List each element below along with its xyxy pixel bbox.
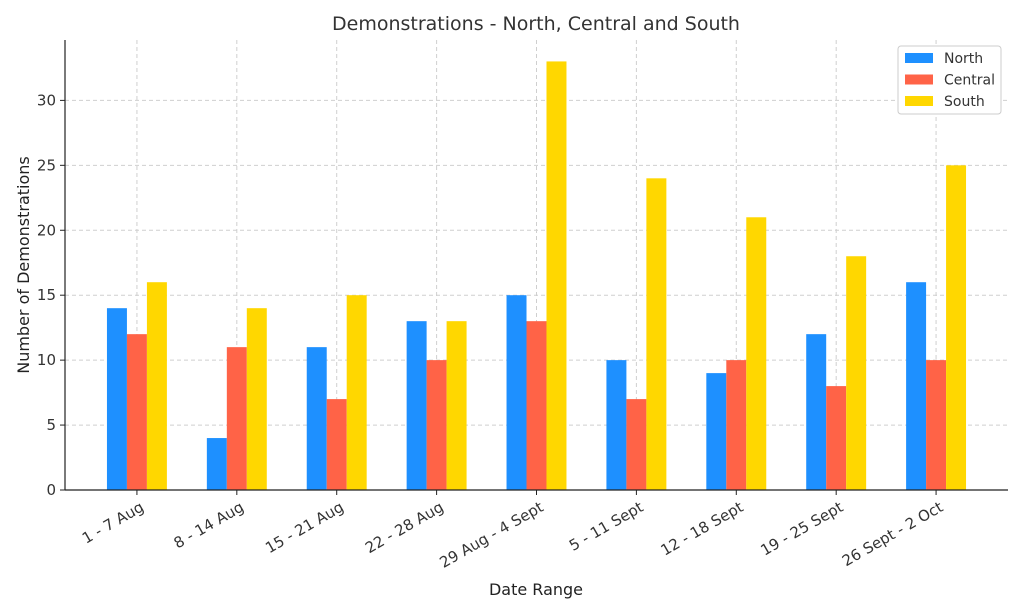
x-tick-label: 19 - 25 Sept <box>757 498 846 560</box>
x-tick-label: 5 - 11 Sept <box>566 498 647 555</box>
y-tick-label: 25 <box>37 156 56 174</box>
bar-south <box>246 308 267 490</box>
bar-north <box>306 347 327 490</box>
bar-north <box>606 360 627 490</box>
bar-south <box>446 321 467 490</box>
bar-south <box>646 178 667 490</box>
x-tick-label: 26 Sept - 2 Oct <box>839 498 946 570</box>
x-tick-label: 22 - 28 Aug <box>362 498 447 557</box>
x-tick-label: 12 - 18 Sept <box>658 498 747 560</box>
x-tick-label: 15 - 21 Aug <box>262 498 347 557</box>
bar-south <box>346 295 367 490</box>
y-tick-label: 10 <box>37 351 56 369</box>
bar-south <box>946 165 967 490</box>
y-tick-label: 0 <box>46 481 56 499</box>
bar-central <box>926 360 947 490</box>
x-tick-label: 8 - 14 Aug <box>171 498 247 552</box>
legend-swatch-central <box>905 74 933 85</box>
x-axis-label: Date Range <box>489 580 583 599</box>
chart-title: Demonstrations - North, Central and Sout… <box>332 13 740 35</box>
y-tick-label: 20 <box>37 221 56 239</box>
bar-north <box>106 308 127 490</box>
legend-swatch-north <box>905 53 933 63</box>
legend-label-north: North <box>944 51 983 67</box>
y-tick-label: 15 <box>37 286 56 304</box>
legend-swatch-south <box>905 96 933 106</box>
bar-south <box>746 217 767 491</box>
bar-south <box>846 256 867 490</box>
legend: North Central South <box>897 45 1002 115</box>
bar-central <box>826 386 847 490</box>
y-tick-label: 5 <box>46 416 56 434</box>
bar-north <box>506 295 527 490</box>
y-axis-label: Number of Demonstrations <box>14 156 33 374</box>
bar-central <box>726 360 747 490</box>
bar-north <box>806 334 827 490</box>
bar-north <box>406 321 427 490</box>
bar-central <box>426 360 447 490</box>
bar-south <box>146 282 167 490</box>
bar-central <box>326 399 347 490</box>
bar-north <box>906 282 927 490</box>
x-tick-label: 1 - 7 Aug <box>79 498 147 548</box>
legend-label-central: Central <box>944 73 995 89</box>
bar-south <box>546 61 567 491</box>
y-tick-label: 30 <box>37 91 56 109</box>
bar-central <box>226 347 247 490</box>
bar-central <box>526 321 547 490</box>
bar-north <box>206 438 227 490</box>
bar-north <box>706 373 727 490</box>
bar-central <box>126 334 147 490</box>
x-tick-label: 29 Aug - 4 Sept <box>437 498 547 572</box>
bar-central <box>626 399 647 490</box>
legend-label-south: South <box>944 94 985 110</box>
